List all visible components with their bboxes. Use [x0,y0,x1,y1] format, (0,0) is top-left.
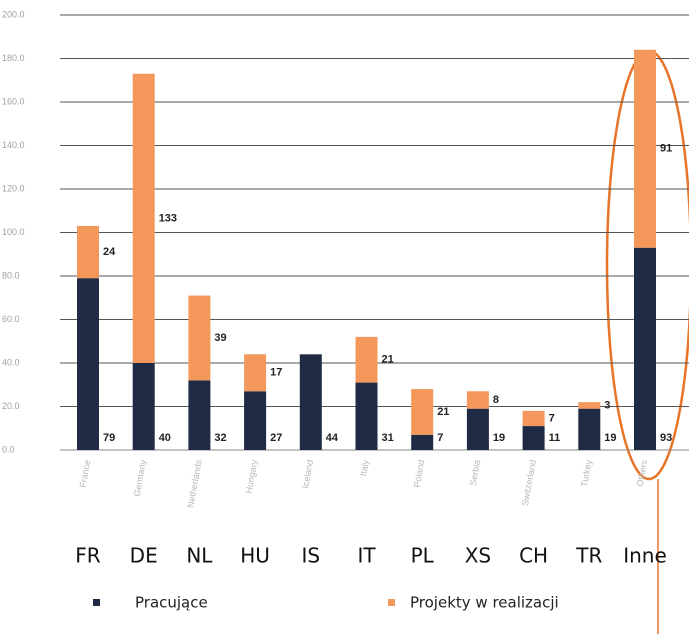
y-tick-label: 0.0 [2,444,15,454]
y-tick-label: 200.0 [2,9,25,19]
bar-segment [244,354,267,392]
y-tick-label: 160.0 [2,96,25,106]
x-tick-label: HU [240,544,270,568]
value-label: 79 [103,432,115,444]
value-label: 21 [437,406,449,418]
bar-segment [132,363,155,450]
bar-segment [411,434,434,450]
value-label: 133 [159,212,177,224]
rotated-axis-label: Germany [132,459,148,498]
rotated-axis-label: Netherlands [185,459,203,509]
legend-label: Projekty w realizacji [410,594,559,612]
x-tick-label: DE [130,544,158,568]
bar-segment [355,336,378,383]
bar-segment [355,382,378,450]
value-label: 8 [493,394,499,406]
value-label: 7 [549,412,555,424]
bar-segment [299,354,322,450]
bar-segment [411,389,434,435]
value-label: 31 [382,432,394,444]
value-label: 3 [604,399,610,411]
rotated-axis-label: Poland [412,459,427,488]
rotated-axis-label: Others [635,459,650,488]
rotated-axis-label: Serbia [468,459,482,486]
rotated-axis-label: France [78,459,93,488]
bar-segment [578,408,601,450]
y-tick-label: 120.0 [2,183,25,193]
bar-segment [634,49,656,248]
bar-segment [77,278,99,450]
x-tick-label: IT [357,544,376,568]
bar-segment [522,410,545,427]
bar-segment [188,380,211,450]
value-label: 27 [270,432,282,444]
rotated-axis-label: Hungary [244,459,260,495]
value-label: 44 [326,432,339,444]
y-tick-label: 40.0 [2,357,20,367]
value-label: 7 [437,432,443,444]
y-tick-label: 60.0 [2,314,20,324]
bar-segment [522,426,545,450]
y-tick-label: 140.0 [2,140,25,150]
x-tick-label: NL [186,544,213,568]
x-tick-label: PL [411,544,435,568]
legend-swatch [388,599,395,606]
bar-segment [132,73,155,363]
x-tick-label: FR [75,544,101,568]
y-tick-label: 80.0 [2,270,20,280]
y-tick-label: 20.0 [2,401,20,411]
bar-segment [578,402,601,409]
bar-segment [466,408,489,450]
x-tick-label: XS [465,544,491,568]
value-label: 91 [660,143,672,155]
value-label: 19 [604,432,616,444]
y-tick-label: 180.0 [2,53,25,63]
bar-segment [188,295,211,381]
rotated-axis-label: Turkey [579,459,594,488]
legend-label: Pracujące [135,594,208,612]
value-label: 24 [103,246,116,258]
value-label: 39 [214,332,226,344]
bar-segment [466,391,489,409]
value-label: 32 [214,432,226,444]
legend-swatch [93,599,100,606]
value-label: 17 [270,367,282,379]
value-label: 19 [493,432,505,444]
value-label: 21 [382,354,394,366]
x-tick-label: TR [575,544,602,568]
x-tick-label: Inne [623,544,667,568]
y-tick-label: 100.0 [2,227,25,237]
rotated-axis-label: Italy [358,459,371,477]
x-tick-label: IS [302,544,321,568]
x-tick-label: CH [519,544,548,568]
bar-segment [634,247,656,450]
value-label: 93 [660,432,672,444]
bar-segment [77,225,99,279]
value-label: 40 [159,432,171,444]
bar-segment [244,391,267,450]
value-label: 11 [549,432,561,444]
rotated-axis-label: Switzerland [520,459,538,507]
rotated-axis-label: Iceland [300,459,315,489]
